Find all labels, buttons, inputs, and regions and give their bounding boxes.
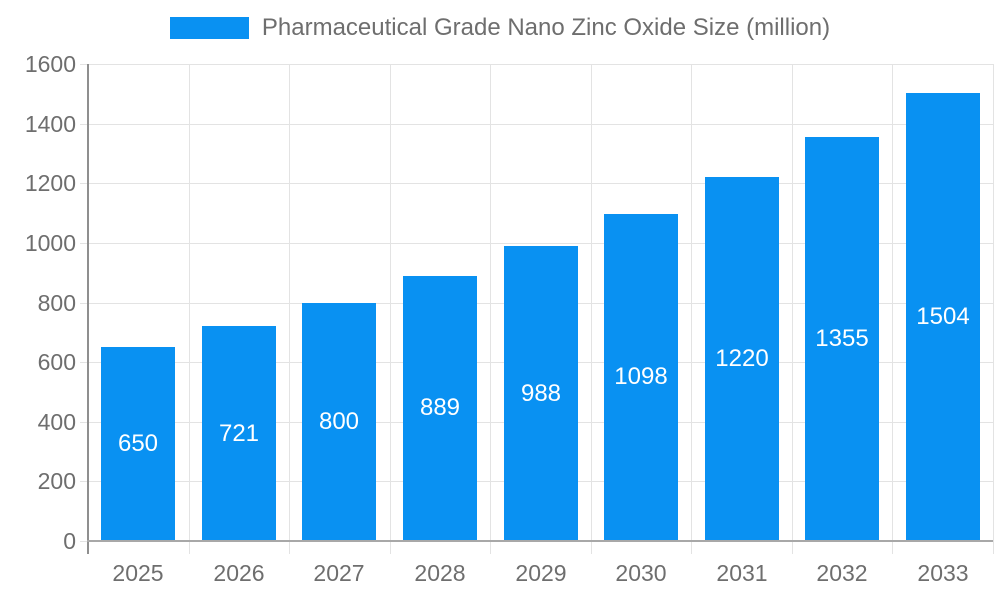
y-axis-tick-label: 1400 [24,111,76,137]
bar-value-label: 721 [218,420,260,447]
x-axis-tick-label: 2029 [515,560,567,586]
x-gridline [289,64,290,554]
y-axis-tick-label: 600 [37,349,76,375]
x-axis-tick-label: 2026 [213,560,265,586]
y-gridline [88,64,993,65]
x-gridline [993,64,994,554]
bar-value-label: 1504 [916,303,970,330]
y-axis-tick-label: 1600 [24,51,76,77]
y-tick [80,64,88,65]
bar-2025[interactable] [101,347,175,541]
x-gridline [892,64,893,554]
bar-2032[interactable] [805,137,879,541]
x-axis-tick-label: 2031 [716,560,768,586]
bar-2027[interactable] [302,303,376,542]
y-tick [80,541,88,542]
y-gridline [88,243,993,244]
legend-label: Pharmaceutical Grade Nano Zinc Oxide Siz… [261,14,831,41]
y-axis-tick-label: 1000 [24,230,76,256]
y-axis-tick-label: 800 [37,290,76,316]
x-axis-tick-label: 2028 [414,560,466,586]
y-tick [80,481,88,482]
y-tick [80,124,88,125]
bar-2031[interactable] [705,177,779,541]
legend[interactable]: Pharmaceutical Grade Nano Zinc Oxide Siz… [0,14,1000,42]
y-tick [80,362,88,363]
x-gridline [390,64,391,554]
bar-value-label: 650 [117,430,159,457]
bar-2026[interactable] [202,326,276,541]
y-tick [80,243,88,244]
x-gridline [490,64,491,554]
y-tick [80,303,88,304]
y-axis-line [87,64,89,554]
bar-value-label: 1220 [715,345,769,372]
x-axis-tick-label: 2032 [816,560,868,586]
y-axis-tick-label: 400 [37,409,76,435]
bar-2030[interactable] [604,214,678,541]
x-axis-tick-label: 2027 [313,560,365,586]
x-axis-line [87,540,993,542]
legend-swatch [169,17,249,39]
bar-2033[interactable] [906,93,980,541]
y-gridline [88,183,993,184]
x-gridline [792,64,793,554]
x-axis-tick-label: 2030 [615,560,667,586]
x-gridline [189,64,190,554]
x-gridline [591,64,592,554]
y-axis-tick-label: 1200 [24,170,76,196]
y-tick [80,183,88,184]
y-gridline [88,124,993,125]
y-tick [80,422,88,423]
bar-value-label: 800 [318,408,360,435]
bar-2029[interactable] [504,246,578,541]
x-axis-tick-label: 2033 [917,560,969,586]
bar-value-label: 988 [520,380,562,407]
bar-2028[interactable] [403,276,477,541]
x-gridline [691,64,692,554]
bar-value-label: 1355 [815,325,869,352]
bar-value-label: 1098 [614,363,668,390]
y-axis-tick-label: 200 [37,468,76,494]
bar-value-label: 889 [419,394,461,421]
y-axis-tick-label: 0 [63,528,76,554]
x-axis-tick-label: 2025 [112,560,164,586]
